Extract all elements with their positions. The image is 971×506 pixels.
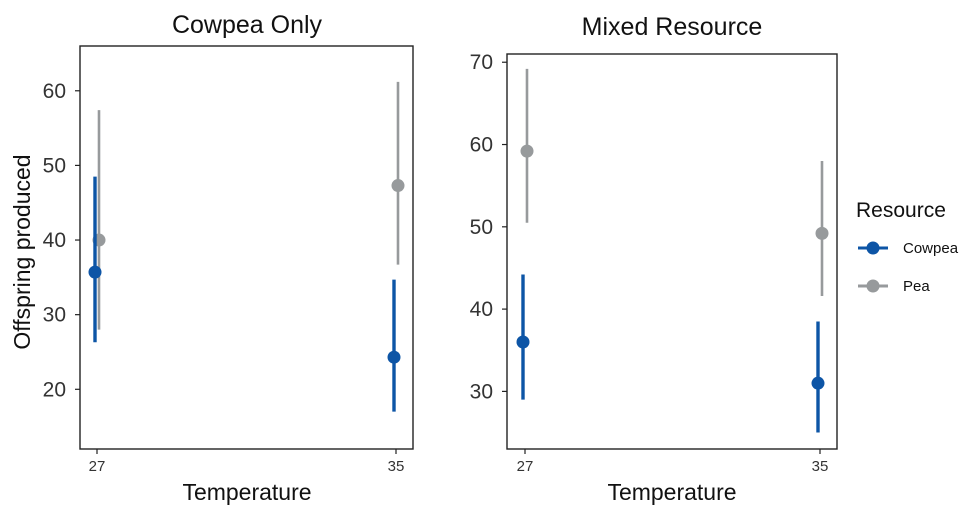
y-tick-label: 40	[43, 229, 66, 252]
pea-point	[815, 226, 829, 240]
panel-title: Cowpea Only	[172, 11, 323, 39]
x-axis: 27 35	[517, 449, 829, 475]
legend-marker	[866, 241, 880, 255]
x-axis: 27 35	[89, 449, 405, 475]
plot-area	[506, 53, 838, 450]
legend-label: Cowpea	[903, 240, 959, 257]
legend-item-cowpea: Cowpea	[858, 240, 959, 257]
y-tick-label: 30	[43, 304, 66, 327]
y-axis: 30 40 50 60 70	[470, 51, 507, 403]
legend-label: Pea	[903, 278, 930, 295]
pea-point	[520, 144, 534, 158]
legend-marker	[866, 279, 880, 293]
y-axis-title: Offspring produced	[9, 154, 35, 349]
y-tick-label: 50	[470, 216, 493, 239]
x-tick-label: 35	[812, 458, 829, 475]
legend-title: Resource	[856, 199, 946, 222]
pea-point	[391, 179, 405, 193]
legend-item-pea: Pea	[858, 278, 930, 295]
cowpea-point	[387, 350, 401, 364]
y-tick-label: 20	[43, 378, 66, 401]
y-tick-label: 40	[470, 298, 493, 321]
x-tick-label: 35	[388, 458, 405, 475]
x-axis-title: Temperature	[607, 479, 736, 505]
legend: Resource Cowpea Pea	[856, 199, 959, 295]
y-tick-label: 50	[43, 154, 66, 177]
y-axis: 20 30 40 50 60	[43, 80, 80, 401]
panel-title: Mixed Resource	[582, 13, 763, 41]
cowpea-point	[88, 265, 102, 279]
plot-area	[79, 45, 414, 450]
x-tick-label: 27	[89, 458, 106, 475]
cowpea-point	[516, 335, 530, 349]
y-tick-label: 60	[470, 134, 493, 157]
x-tick-label: 27	[517, 458, 534, 475]
y-tick-label: 70	[470, 51, 493, 74]
x-axis-title: Temperature	[182, 479, 311, 505]
data-marks	[88, 81, 405, 412]
y-tick-label: 60	[43, 80, 66, 103]
y-tick-label: 30	[470, 380, 493, 403]
cowpea-point	[811, 376, 825, 390]
panel-cowpea-only: Cowpea Only 20 30 40 50 60 27 35 Temperature	[43, 11, 414, 505]
panel-mixed-resource: Mixed Resource 30 40 50 60 70 27 35 Temperatu…	[470, 13, 838, 505]
data-marks	[516, 68, 829, 433]
